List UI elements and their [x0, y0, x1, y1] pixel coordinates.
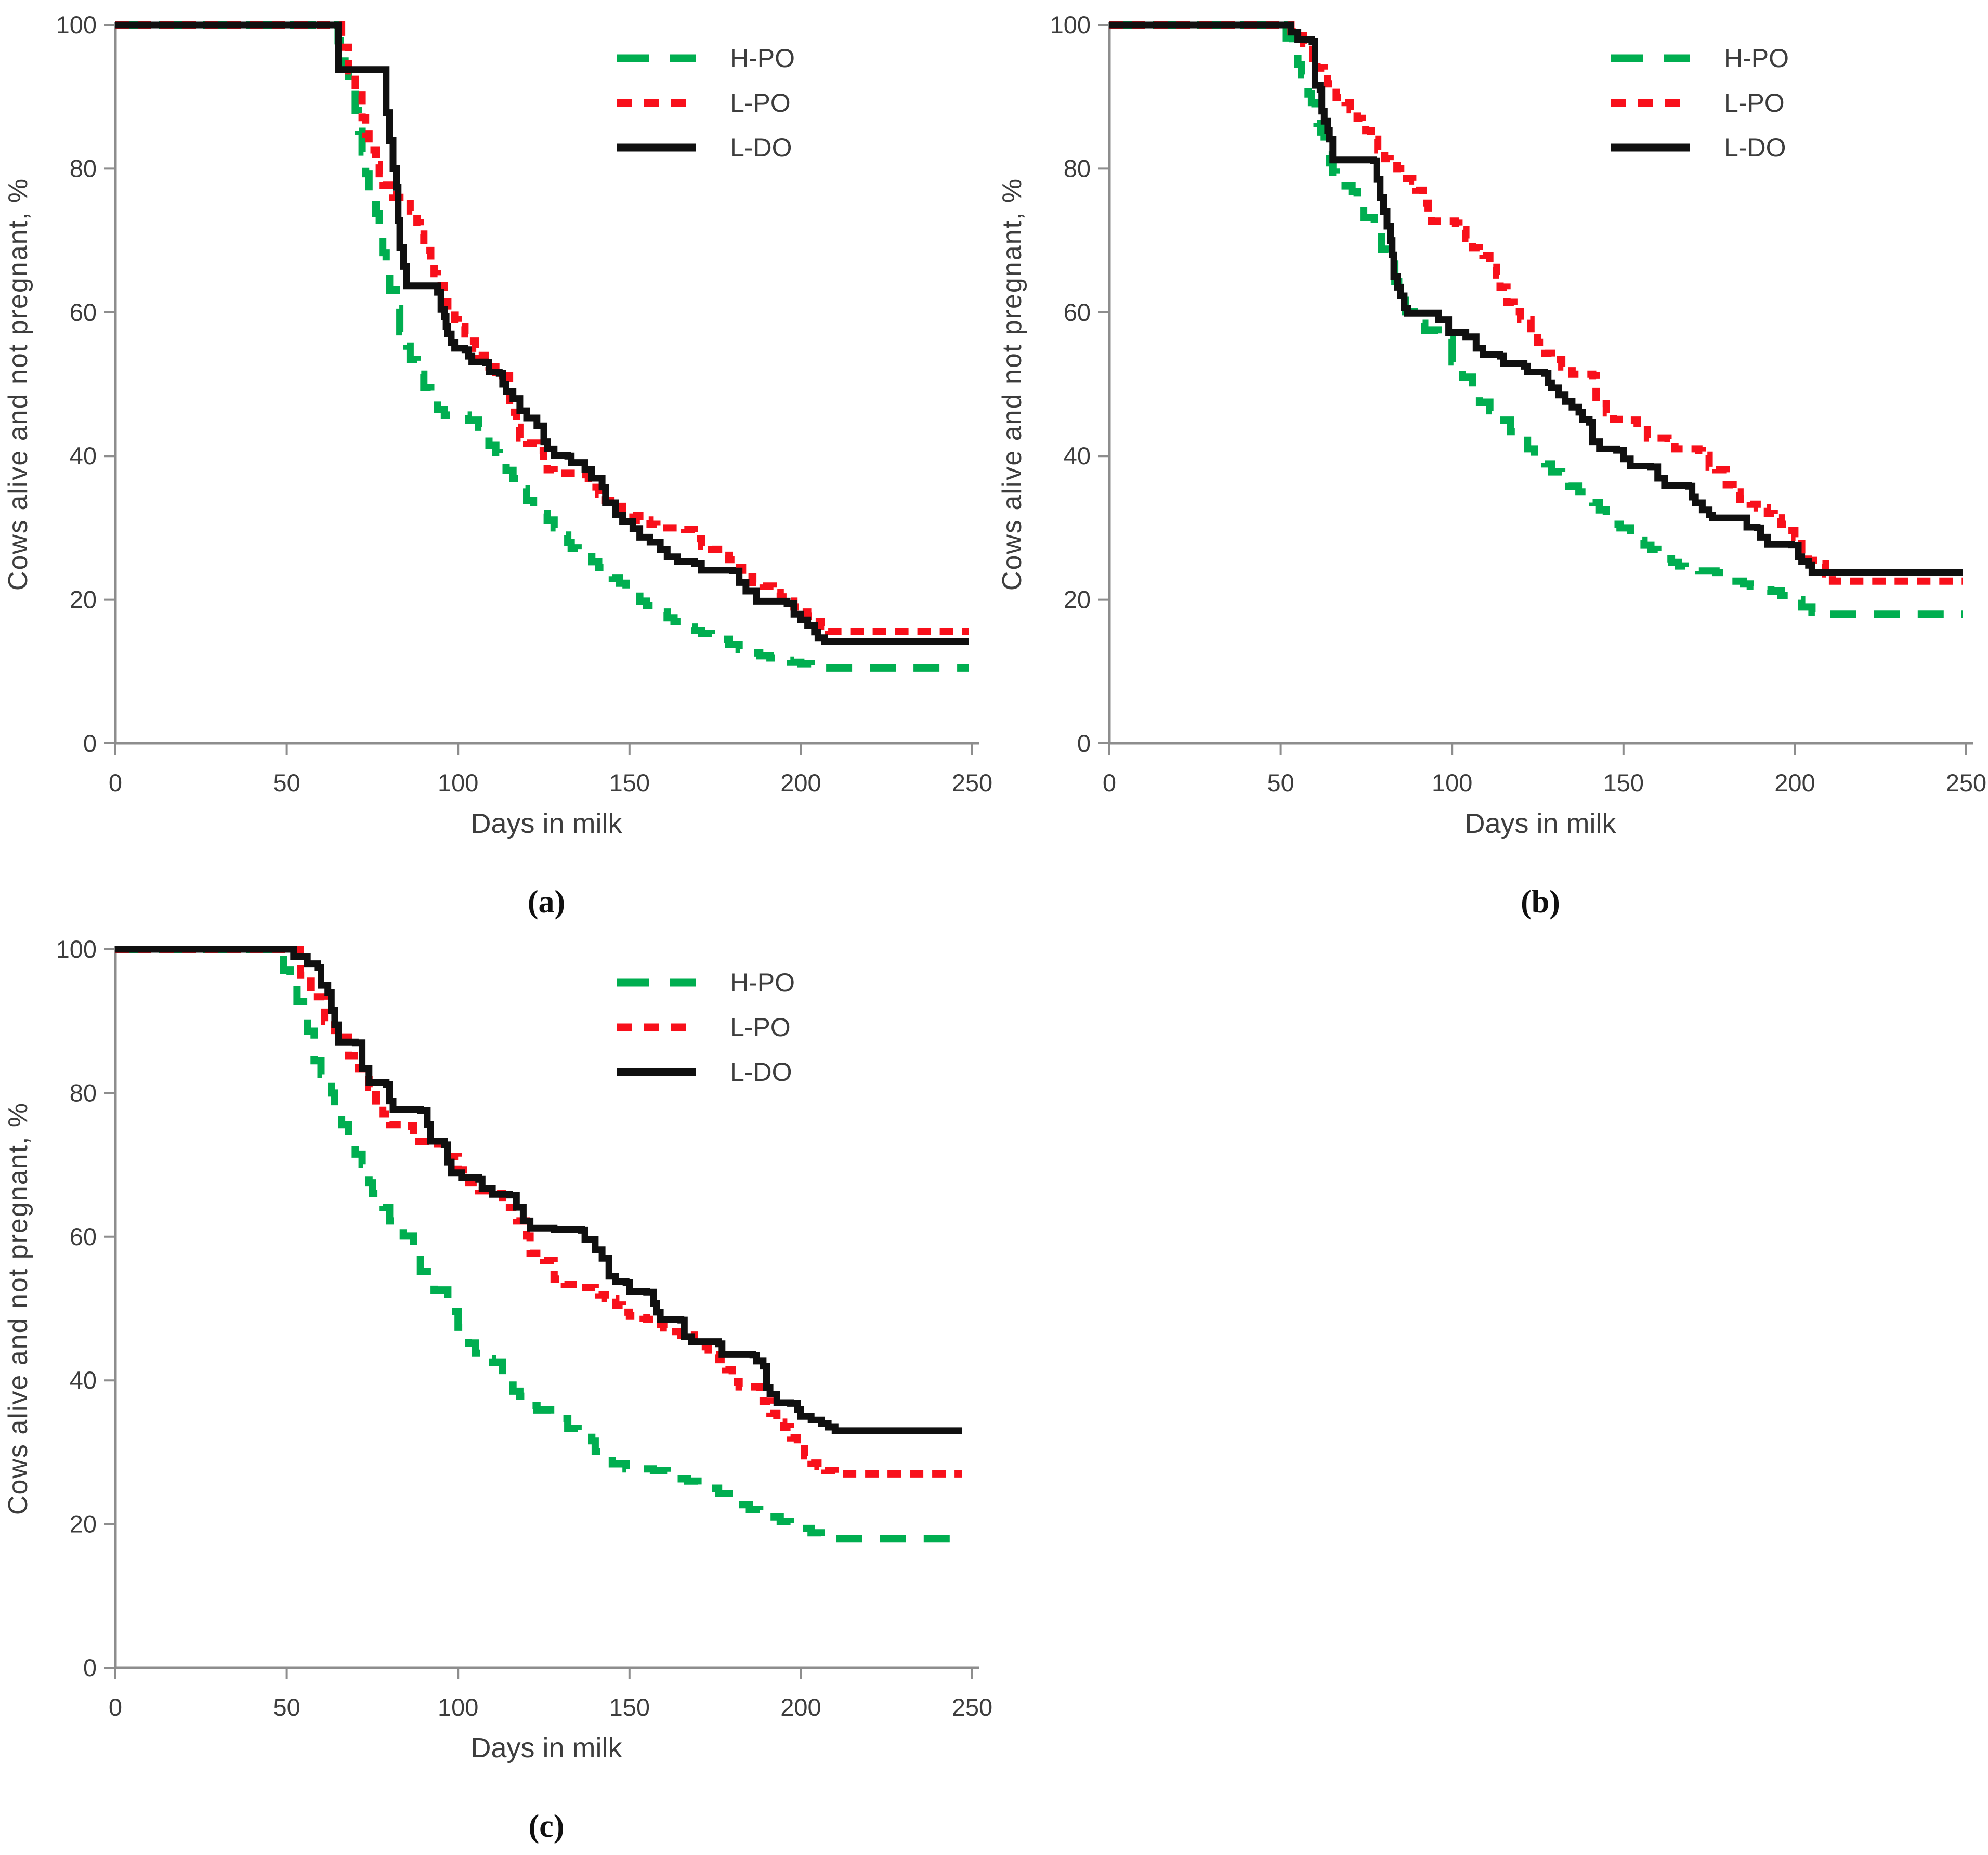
y-tick-label: 40 [1064, 442, 1091, 469]
x-axis-title: Days in milk [1464, 808, 1616, 839]
legend-item-l-do: L-DO [617, 1057, 792, 1087]
y-axis-title: Cows alive and not pregnant, % [997, 178, 1027, 591]
x-tick-label: 100 [1432, 769, 1472, 796]
panel-c: 0 20 40 60 80 100 0 50 100 150 200 250 Cows alive an… [0, 924, 994, 1855]
curve-h-po [115, 21, 969, 672]
x-tick-label: 150 [609, 1693, 650, 1721]
y-tick-label: 60 [70, 298, 97, 326]
y-tick-label: 40 [70, 442, 97, 469]
curve-l-po [115, 946, 962, 1478]
y-tick-label: 0 [1077, 729, 1091, 757]
y-tick-label: 80 [1064, 154, 1091, 182]
curve-l-do [115, 946, 962, 1434]
y-tick-label: 80 [70, 154, 97, 182]
x-tick-label: 250 [1946, 769, 1986, 796]
curve-l-do [115, 21, 969, 645]
caption-b: (b) [1521, 884, 1560, 920]
y-tick-label: 100 [56, 11, 97, 38]
x-tick-label: 200 [1774, 769, 1815, 796]
legend-label-h-po: H-PO [1724, 44, 1789, 73]
y-tick-label: 60 [1064, 298, 1091, 326]
legend-item-l-do: L-DO [617, 133, 792, 162]
curve-l-do [1109, 21, 1963, 576]
x-tick-label: 250 [952, 1693, 992, 1721]
y-axis-title: Cows alive and not pregnant, % [3, 1102, 33, 1515]
caption-a: (a) [527, 884, 566, 920]
panel-c-chart: 0 20 40 60 80 100 0 50 100 150 200 250 Cows alive an… [3, 935, 992, 1763]
curve-l-po [1109, 21, 1963, 585]
legend-label-h-po: H-PO [730, 44, 795, 73]
curve-h-po [115, 946, 962, 1543]
x-tick-label: 150 [609, 769, 650, 796]
y-tick-label: 20 [70, 1510, 97, 1538]
legend-label-l-po: L-PO [1724, 88, 1785, 117]
panel-a-chart: 0 20 40 60 80 100 0 50 100 150 200 250 Cows alive an… [3, 11, 992, 839]
legend-item-l-po: L-PO [617, 1013, 791, 1042]
legend-label-l-do: L-DO [1724, 133, 1786, 162]
x-tick-label: 250 [952, 769, 992, 796]
x-axis-title: Days in milk [470, 808, 622, 839]
y-tick-label: 0 [83, 729, 97, 757]
x-tick-label: 150 [1603, 769, 1644, 796]
y-tick-label: 20 [70, 586, 97, 613]
legend-item-h-po: H-PO [1611, 44, 1789, 73]
legend-label-l-po: L-PO [730, 1013, 791, 1042]
panel-b: 0 20 40 60 80 100 0 50 100 150 200 250 Cows alive an… [994, 0, 1988, 931]
x-tick-label: 200 [780, 1693, 821, 1721]
x-tick-label: 0 [109, 1693, 122, 1721]
y-tick-label: 80 [70, 1079, 97, 1106]
caption-c: (c) [528, 1809, 565, 1844]
x-tick-label: 50 [273, 769, 300, 796]
legend-label-h-po: H-PO [730, 968, 795, 997]
legend-item-l-po: L-PO [1611, 88, 1785, 117]
curve-h-po [1109, 21, 1963, 618]
x-tick-label: 50 [1267, 769, 1294, 796]
curve-l-po [115, 21, 969, 635]
legend-item-l-do: L-DO [1611, 133, 1786, 162]
y-tick-label: 20 [1064, 586, 1091, 613]
x-tick-label: 0 [109, 769, 122, 796]
legend-label-l-do: L-DO [730, 133, 792, 162]
x-tick-label: 200 [780, 769, 821, 796]
x-tick-label: 0 [1103, 769, 1116, 796]
x-tick-label: 100 [438, 1693, 478, 1721]
legend-item-l-po: L-PO [617, 88, 791, 117]
legend-label-l-do: L-DO [730, 1057, 792, 1087]
x-axis-title: Days in milk [470, 1732, 622, 1763]
y-axis-title: Cows alive and not pregnant, % [3, 178, 33, 591]
legend-item-h-po: H-PO [617, 44, 795, 73]
y-tick-label: 100 [1050, 11, 1091, 38]
x-tick-label: 100 [438, 769, 478, 796]
y-tick-label: 100 [56, 935, 97, 963]
y-tick-label: 60 [70, 1223, 97, 1250]
y-tick-label: 40 [70, 1366, 97, 1394]
panel-a: 0 20 40 60 80 100 0 50 100 150 200 250 Cows alive an… [0, 0, 994, 931]
legend-item-h-po: H-PO [617, 968, 795, 997]
panel-b-chart: 0 20 40 60 80 100 0 50 100 150 200 250 Cows alive an… [997, 11, 1986, 839]
legend-label-l-po: L-PO [730, 88, 791, 117]
x-tick-label: 50 [273, 1693, 300, 1721]
y-tick-label: 0 [83, 1654, 97, 1681]
